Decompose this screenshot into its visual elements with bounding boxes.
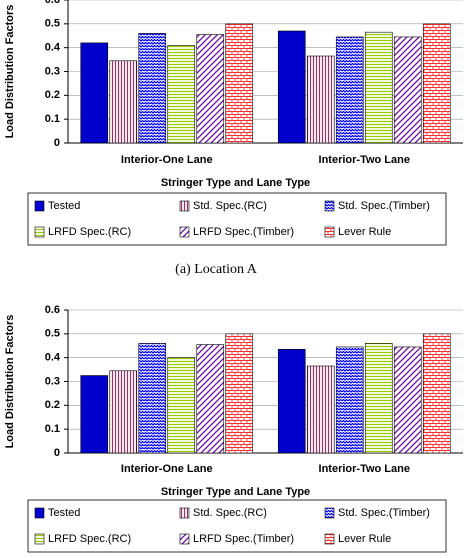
bar <box>167 357 196 454</box>
legend-box <box>27 499 447 553</box>
legend-swatch <box>34 226 45 238</box>
y-tick-label: 0.6 <box>45 304 60 316</box>
y-tick-label: 0.5 <box>45 18 60 30</box>
bar <box>393 36 422 144</box>
x-tick-label: Interior-One Lane <box>121 154 213 166</box>
y-tick-label: 0.2 <box>45 89 60 101</box>
legend-label: Std. Spec.(RC) <box>193 507 267 519</box>
legend-swatch <box>324 226 335 238</box>
bar <box>80 42 109 144</box>
bar <box>138 343 167 454</box>
legend-swatch <box>179 507 190 519</box>
legend-swatch <box>324 507 335 519</box>
bar <box>364 31 393 144</box>
bar <box>364 343 393 454</box>
y-tick-label: 0.1 <box>45 423 60 435</box>
bar <box>335 36 364 144</box>
legend-swatch <box>179 226 190 238</box>
x-axis-title: Stringer Type and Lane Type <box>161 486 310 498</box>
legend-box <box>27 192 447 246</box>
bar <box>393 346 422 454</box>
bar <box>306 365 335 454</box>
bar <box>109 60 138 144</box>
bar <box>167 44 196 144</box>
legend-swatch <box>179 533 190 545</box>
legend-label: LRFD Spec.(RC) <box>48 226 131 238</box>
bar <box>306 55 335 144</box>
legend-swatch <box>179 200 190 212</box>
y-tick-label: 0.4 <box>45 352 61 364</box>
y-axis-title: Load Distribution Factors <box>4 315 16 449</box>
bar <box>422 333 451 454</box>
bar <box>225 333 254 454</box>
y-tick-label: 0.6 <box>45 0 60 6</box>
y-tick-label: 0.3 <box>45 65 60 77</box>
legend-swatch <box>34 200 45 212</box>
legend-label: Std. Spec.(RC) <box>193 200 267 212</box>
y-tick-label: 0.5 <box>45 328 60 340</box>
y-tick-label: 0.2 <box>45 399 60 411</box>
bar <box>225 23 254 144</box>
legend-label: Tested <box>48 507 80 519</box>
legend-swatch <box>34 507 45 519</box>
y-tick-label: 0 <box>54 447 60 459</box>
caption: (a) Location A <box>175 262 258 277</box>
y-tick-label: 0.3 <box>45 375 60 387</box>
legend-label: LRFD Spec.(RC) <box>48 533 131 545</box>
x-tick-label: Interior-Two Lane <box>319 463 410 475</box>
bar <box>80 375 109 454</box>
legend-label: LRFD Spec.(Timber) <box>193 533 294 545</box>
legend-label: LRFD Spec.(Timber) <box>193 226 294 238</box>
y-tick-label: 0.1 <box>45 113 60 125</box>
legend-label: Lever Rule <box>338 226 391 238</box>
y-axis-title: Load Distribution Factors <box>4 5 16 139</box>
bar <box>109 370 138 454</box>
bar <box>335 346 364 454</box>
y-tick-label: 0 <box>54 137 60 149</box>
legend-swatch <box>34 533 45 545</box>
legend-label: Std. Spec.(Timber) <box>338 507 430 519</box>
bar <box>422 23 451 144</box>
legend-label: Lever Rule <box>338 533 391 545</box>
x-tick-label: Interior-Two Lane <box>319 154 410 166</box>
legend-label: Std. Spec.(Timber) <box>338 200 430 212</box>
bar <box>196 34 225 144</box>
bar <box>277 349 306 454</box>
bar <box>196 344 225 454</box>
bar <box>138 33 167 144</box>
legend-swatch <box>324 200 335 212</box>
legend-label: Tested <box>48 200 80 212</box>
y-tick-label: 0.4 <box>45 42 61 54</box>
bar <box>277 30 306 144</box>
x-tick-label: Interior-One Lane <box>121 463 213 475</box>
x-axis-title: Stringer Type and Lane Type <box>161 177 310 189</box>
legend-swatch <box>324 533 335 545</box>
